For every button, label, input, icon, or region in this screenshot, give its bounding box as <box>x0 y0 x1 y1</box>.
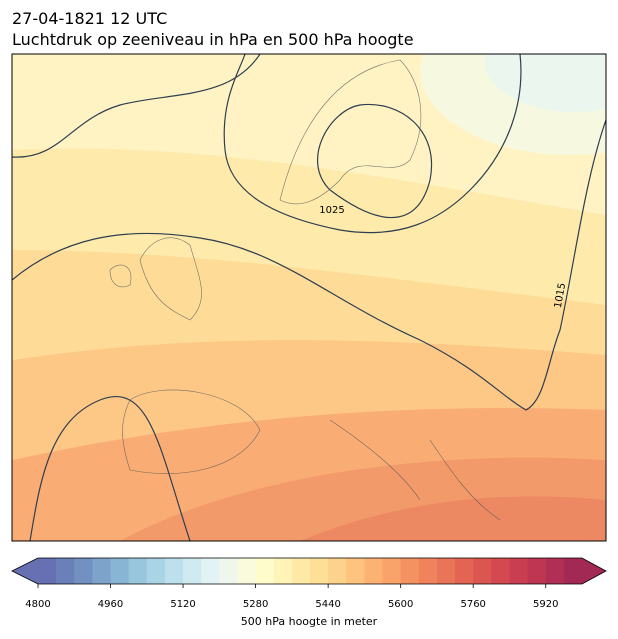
colorbar-segment <box>509 558 529 584</box>
colorbar-segment <box>310 558 329 584</box>
colorbar-tick-label: 5760 <box>460 599 485 610</box>
colorbar-segment <box>328 558 347 584</box>
isobar-label: 1015 <box>553 282 568 309</box>
colorbar-segment <box>128 558 148 584</box>
colorbar-segment <box>473 558 492 584</box>
colorbar-extend-low <box>12 558 38 584</box>
colorbar-segment <box>273 558 293 584</box>
colorbar-segment <box>201 558 220 584</box>
colorbar-segment <box>400 558 420 584</box>
colorbar-tick-label: 4960 <box>98 599 123 610</box>
colorbar-tick-label: 4800 <box>25 599 50 610</box>
colorbar-segment <box>92 558 112 584</box>
colorbar-segment <box>455 558 474 584</box>
colorbar-segment <box>74 558 93 584</box>
colorbar-segment <box>38 558 57 584</box>
colorbar-segment <box>382 558 402 584</box>
colorbar-segment <box>418 558 438 584</box>
colorbar-tick-label: 5440 <box>315 599 340 610</box>
colorbar-segment <box>255 558 275 584</box>
colorbar-segment <box>237 558 257 584</box>
colorbar-segment <box>436 558 456 584</box>
colorbar-segment <box>146 558 166 584</box>
colorbar-segment <box>346 558 365 584</box>
colorbar-segment <box>491 558 510 584</box>
map-frame <box>11 53 607 542</box>
colorbar-segment <box>183 558 202 584</box>
colorbar-segment <box>164 558 184 584</box>
colorbar-segment <box>291 558 311 584</box>
colorbar-segment <box>545 558 565 584</box>
colorbar-segment <box>110 558 130 584</box>
colorbar-segment <box>56 558 75 584</box>
colorbar-tick-label: 5920 <box>533 599 558 610</box>
colorbar-segment <box>219 558 238 584</box>
colorbar-tick-label: 5280 <box>243 599 268 610</box>
colorbar-tick-label: 5600 <box>388 599 413 610</box>
colorbar-segment <box>527 558 547 584</box>
map <box>12 54 606 541</box>
isobar-label: 1025 <box>319 205 344 216</box>
subtitle: Luchtdruk op zeeniveau in hPa en 500 hPa… <box>12 30 414 49</box>
colorbar-tick-label: 5120 <box>170 599 195 610</box>
colorbar-segment <box>563 558 583 584</box>
title: 27-04-1821 12 UTC <box>12 9 167 28</box>
colorbar-extend-high <box>582 558 606 584</box>
colorbar-segment <box>364 558 384 584</box>
colorbar-label: 500 hPa hoogte in meter <box>241 615 378 628</box>
